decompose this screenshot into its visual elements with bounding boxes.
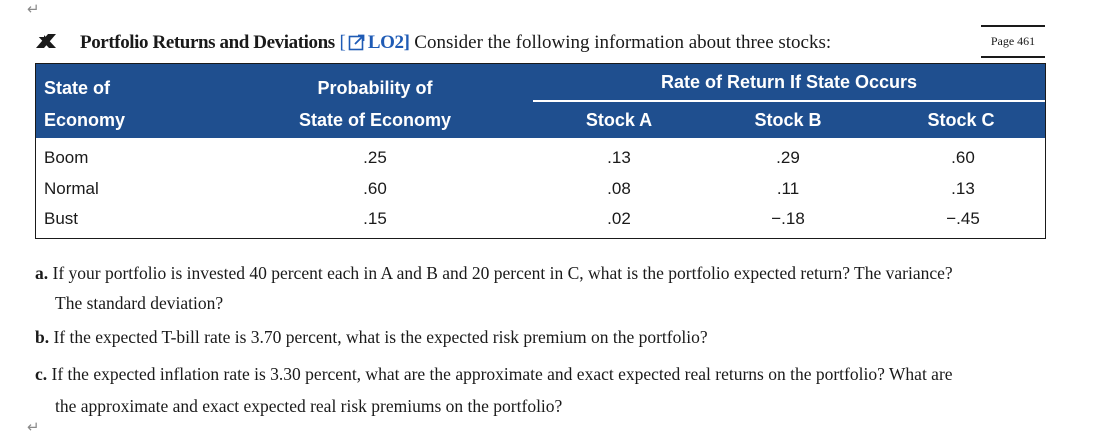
probability-cell: .25: [363, 148, 387, 167]
difficulty-x-icon: [34, 32, 58, 56]
stock-c-cell: .60: [951, 148, 975, 167]
paragraph-return-icon: ↵: [27, 0, 40, 18]
stock-c-cell: −.45: [946, 209, 980, 228]
question-c-line1: c. If the expected inflation rate is 3.3…: [35, 358, 1035, 391]
table-row: Normal .60 .08 .11 .13: [36, 173, 1045, 204]
question-b-text: If the expected T-bill rate is 3.70 perc…: [53, 327, 708, 347]
table-row: Bust .15 .02 −.18 −.45: [36, 203, 1045, 234]
probability-cell: .60: [363, 179, 387, 198]
question-a-text: If your portfolio is invested 40 percent…: [52, 263, 953, 283]
question-a-text-cont: The standard deviation?: [55, 293, 224, 313]
stock-b-cell: .11: [776, 179, 800, 198]
header-state-line2: Economy: [44, 110, 126, 130]
problem-heading: Portfolio Returns and Deviations [ LO2] …: [34, 32, 831, 57]
question-b: b. If the expected T-bill rate is 3.70 p…: [35, 321, 1035, 354]
question-c-line2: the approximate and exact expected real …: [35, 390, 1035, 423]
header-prob-line2: State of Economy: [298, 110, 452, 130]
header-group-rule: [533, 100, 1045, 102]
page-number-box: Page 461: [981, 25, 1045, 58]
table-header: State of Economy Probability of State of…: [36, 64, 1045, 138]
question-a-line2: The standard deviation?: [35, 287, 1035, 320]
stock-b-cell: .29: [776, 148, 800, 167]
stock-a-cell: .13: [607, 148, 631, 167]
header-stock-c: Stock C: [927, 110, 995, 130]
header-rate-group: Rate of Return If State Occurs: [660, 72, 918, 92]
question-c-text-cont: the approximate and exact expected real …: [55, 396, 563, 416]
problem-title: Portfolio Returns and Deviations: [80, 32, 335, 53]
question-a-label: a.: [35, 263, 49, 283]
lo-bracket-open: [: [339, 32, 346, 53]
lo-link[interactable]: LO2]: [367, 32, 410, 53]
stock-c-cell: .13: [951, 179, 975, 198]
state-cell: Boom: [44, 148, 89, 167]
question-a-line1: a. If your portfolio is invested 40 perc…: [35, 257, 1035, 290]
stock-b-cell: −.18: [771, 209, 805, 228]
header-stock-b: Stock B: [754, 110, 822, 130]
question-c-text: If the expected inflation rate is 3.30 p…: [51, 364, 953, 384]
header-stock-a: Stock A: [585, 110, 653, 130]
header-state-line1: State of: [44, 78, 111, 98]
returns-table: State of Economy Probability of State of…: [35, 63, 1046, 239]
question-c-label: c.: [35, 364, 48, 384]
external-link-icon[interactable]: [348, 33, 366, 57]
paragraph-return-icon: ↵: [27, 418, 40, 436]
page-number: Page 461: [990, 34, 1036, 48]
problem-intro: Consider the following information about…: [414, 32, 832, 53]
header-prob-line1: Probability of: [317, 78, 433, 98]
stock-a-cell: .08: [607, 179, 631, 198]
question-b-label: b.: [35, 327, 50, 347]
stock-a-cell: .02: [607, 209, 631, 228]
state-cell: Bust: [44, 209, 79, 228]
table-row: Boom .25 .13 .29 .60: [36, 142, 1045, 173]
state-cell: Normal: [44, 179, 99, 198]
probability-cell: .15: [363, 209, 387, 228]
